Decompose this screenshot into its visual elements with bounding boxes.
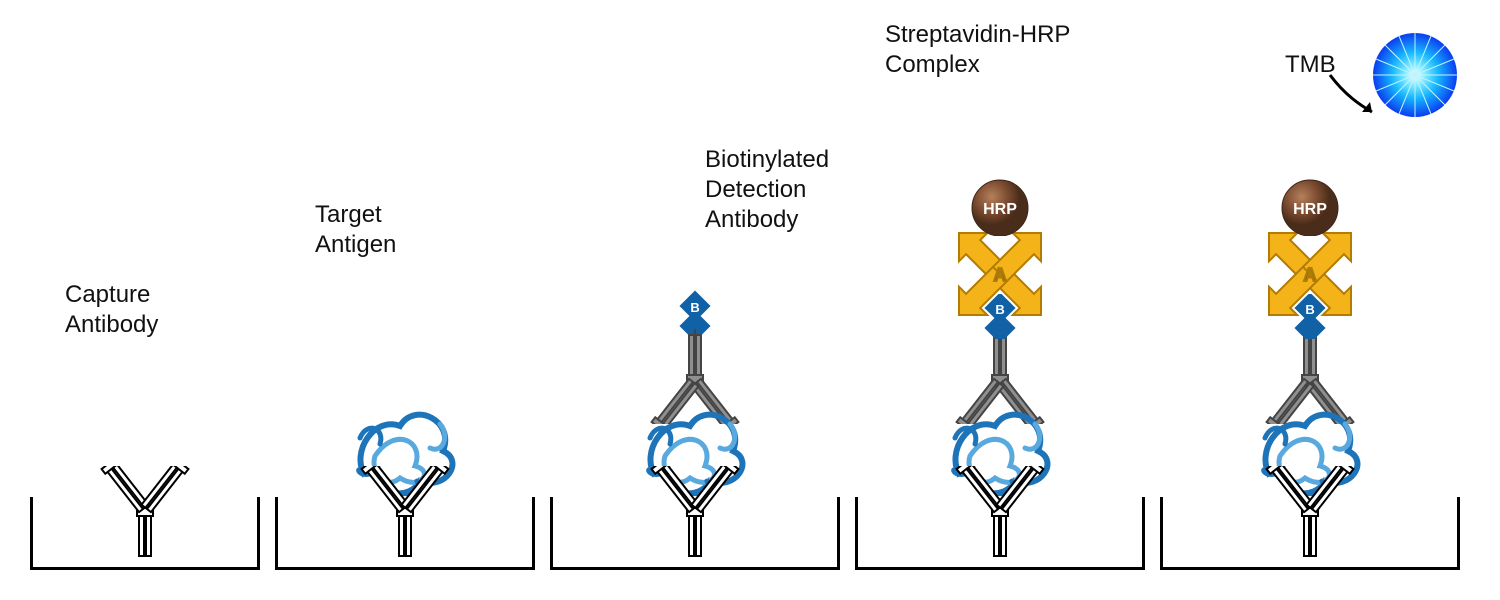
hrp-icon bbox=[1275, 178, 1345, 236]
label-target-antigen-text: TargetAntigen bbox=[315, 201, 396, 258]
biotin-icon bbox=[970, 294, 1030, 339]
well-icon bbox=[1160, 497, 1460, 570]
tmb-signal-icon bbox=[1300, 20, 1470, 140]
panel-streptavidin-hrp: Streptavidin-HRPComplex bbox=[855, 30, 1145, 570]
well-icon bbox=[275, 497, 535, 570]
panel-target-antigen: TargetAntigen bbox=[275, 30, 535, 570]
well-icon bbox=[30, 497, 260, 570]
label-target-antigen: TargetAntigen bbox=[315, 200, 396, 260]
panel-tmb: TMB bbox=[1160, 30, 1460, 570]
label-detection-antibody-text: BiotinylatedDetectionAntibody bbox=[705, 146, 829, 233]
hrp-icon bbox=[965, 178, 1035, 236]
panel-detection-antibody: BiotinylatedDetectionAntibody bbox=[550, 30, 840, 570]
label-detection-antibody: BiotinylatedDetectionAntibody bbox=[705, 145, 829, 235]
label-streptavidin-hrp-text: Streptavidin-HRPComplex bbox=[885, 21, 1070, 78]
biotin-icon bbox=[1280, 294, 1340, 339]
label-capture-antibody: CaptureAntibody bbox=[65, 280, 158, 340]
panel-capture-antibody: CaptureAntibody bbox=[30, 30, 260, 570]
label-capture-antibody-text: CaptureAntibody bbox=[65, 281, 158, 338]
label-streptavidin-hrp: Streptavidin-HRPComplex bbox=[885, 20, 1145, 80]
well-icon bbox=[550, 497, 840, 570]
elisa-diagram: B A bbox=[0, 0, 1500, 600]
well-icon bbox=[855, 497, 1145, 570]
